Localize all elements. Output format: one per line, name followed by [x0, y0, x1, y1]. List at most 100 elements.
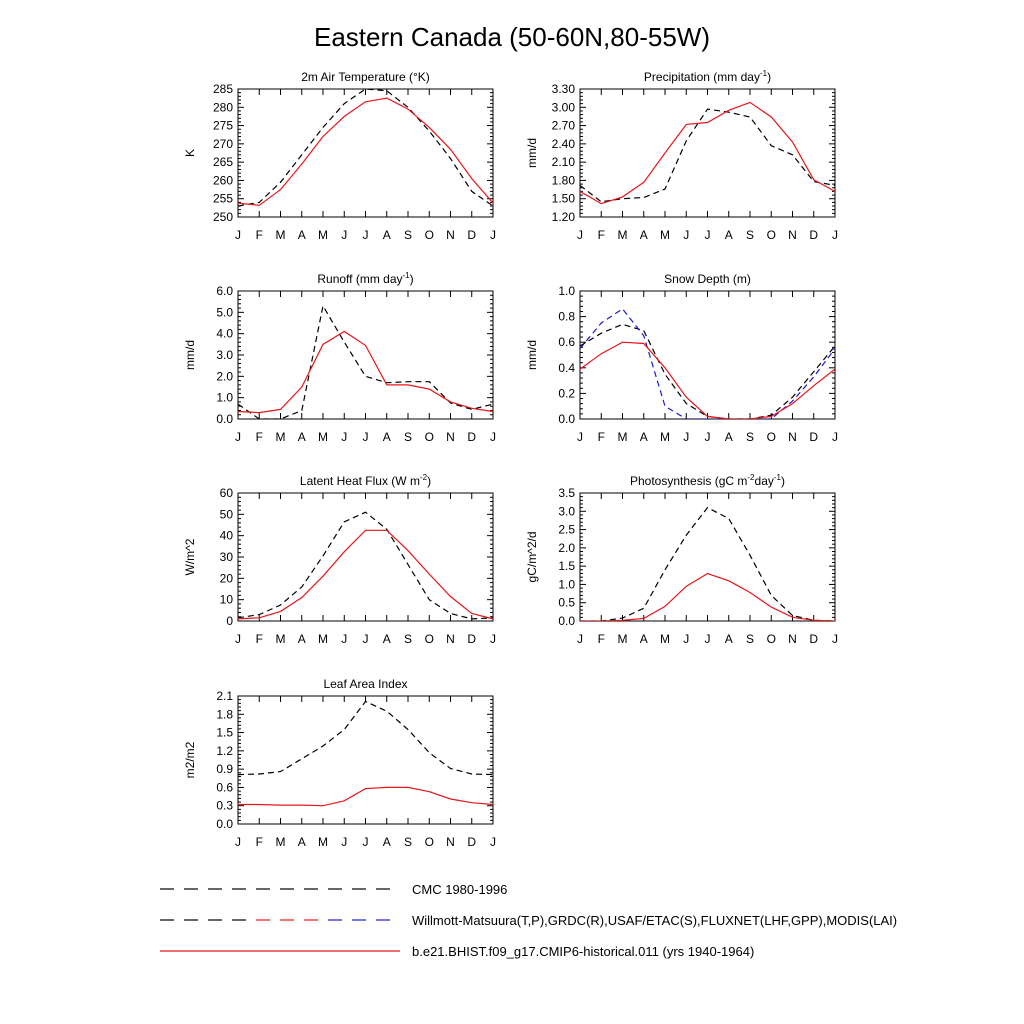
- series-line-2: [580, 572, 835, 621]
- panels: 2m Air Temperature (°K) 250 255 260 265 270 27…: [183, 69, 838, 849]
- y-tick-label: 0.6: [216, 780, 233, 794]
- legend-label: Willmott-Matsuura(T,P),GRDC(R),USAF/ETAC…: [412, 913, 897, 928]
- legend-item-1: CMC 1980-1996: [160, 882, 507, 897]
- x-tick-label: J: [341, 835, 347, 849]
- x-tick-label: J: [490, 228, 496, 242]
- x-tick-label: A: [383, 430, 391, 444]
- panel-title: Runoff (mm day-1​): [317, 271, 413, 286]
- series-line-2: [238, 786, 493, 807]
- y-tick-label: 2.40: [552, 137, 576, 151]
- x-tick-label: N: [446, 430, 455, 444]
- x-tick-label: S: [746, 430, 754, 444]
- x-tick-label: N: [446, 228, 455, 242]
- y-tick-label: 1.8: [216, 707, 233, 721]
- x-tick-label: D: [809, 228, 818, 242]
- panel-title: Latent Heat Flux (W m-2​): [300, 473, 431, 488]
- y-tick-label: 250: [213, 210, 233, 224]
- series-line-1: [238, 89, 493, 207]
- y-tick-label: 2.0: [216, 369, 233, 383]
- y-tick-label: 0.3: [216, 799, 233, 813]
- x-tick-label: S: [746, 632, 754, 646]
- y-tick-label: 40: [220, 529, 234, 543]
- panel-1: 2m Air Temperature (°K) 250 255 260 265 270 27…: [183, 70, 496, 242]
- x-tick-label: F: [598, 430, 605, 444]
- y-tick-label: 0.4: [558, 361, 575, 375]
- y-tick-label: 1.2: [216, 744, 233, 758]
- y-tick-label: 3.5: [558, 486, 575, 500]
- x-tick-label: A: [298, 430, 306, 444]
- y-tick-label: 30: [220, 550, 234, 564]
- x-tick-label: O: [425, 632, 434, 646]
- y-tick-label: 0.0: [558, 412, 575, 426]
- x-tick-label: F: [256, 632, 263, 646]
- x-tick-label: O: [767, 430, 776, 444]
- y-axis-label: m2/m2: [183, 741, 197, 778]
- x-tick-label: M: [318, 228, 328, 242]
- x-tick-label: A: [383, 835, 391, 849]
- x-tick-label: M: [276, 430, 286, 444]
- y-tick-label: 1.0: [216, 391, 233, 405]
- x-tick-label: S: [404, 835, 412, 849]
- series-line-1: [238, 700, 493, 776]
- panel-3: Runoff (mm day-1​) 0.0 1.0 2.0 3.0 4.0 5.0 6.0 J…: [183, 271, 496, 444]
- x-tick-label: S: [404, 228, 412, 242]
- x-tick-label: J: [341, 632, 347, 646]
- y-tick-label: 280: [213, 100, 233, 114]
- x-tick-label: A: [298, 228, 306, 242]
- legend-item-3: b.e21.BHIST.f09_g17.CMIP6-historical.011…: [160, 944, 754, 959]
- y-axis-label: mm/d: [525, 138, 539, 168]
- y-tick-label: 0: [226, 614, 233, 628]
- x-tick-label: O: [425, 430, 434, 444]
- y-tick-label: 2.70: [552, 119, 576, 133]
- x-tick-label: S: [404, 430, 412, 444]
- plot-frame: [579, 492, 836, 622]
- series-line-2: [238, 97, 493, 206]
- series-line-1: [238, 511, 493, 620]
- x-tick-label: J: [705, 430, 711, 444]
- x-tick-label: N: [446, 632, 455, 646]
- x-tick-label: F: [256, 835, 263, 849]
- y-tick-label: 1.0: [558, 577, 575, 591]
- x-tick-label: J: [341, 430, 347, 444]
- y-tick-label: 270: [213, 137, 233, 151]
- y-axis-label: mm/d: [525, 340, 539, 370]
- x-tick-label: O: [425, 835, 434, 849]
- y-tick-label: 0.0: [558, 614, 575, 628]
- x-tick-label: M: [276, 835, 286, 849]
- x-tick-label: J: [490, 835, 496, 849]
- series-line-1: [238, 304, 493, 419]
- x-tick-label: J: [832, 632, 838, 646]
- panel-title: Precipitation (mm day-1​): [644, 69, 771, 84]
- panel-5: Latent Heat Flux (W m-2​) 0 10 20 30 40 50 60 J F…: [183, 473, 496, 646]
- x-tick-label: J: [577, 228, 583, 242]
- x-tick-label: J: [363, 228, 369, 242]
- series-line-2: [580, 308, 835, 419]
- y-tick-label: 1.0: [558, 284, 575, 298]
- x-tick-label: M: [618, 632, 628, 646]
- x-tick-label: M: [618, 430, 628, 444]
- x-tick-label: S: [746, 228, 754, 242]
- y-tick-label: 2.1: [216, 689, 233, 703]
- y-tick-label: 285: [213, 82, 233, 96]
- x-tick-label: D: [467, 228, 476, 242]
- series-line-1: [580, 506, 835, 621]
- y-axis-label: W/m^2: [183, 538, 197, 575]
- y-tick-label: 10: [220, 593, 234, 607]
- x-tick-label: M: [318, 632, 328, 646]
- y-axis-label: K: [183, 149, 197, 157]
- y-tick-label: 0.5: [558, 596, 575, 610]
- legend-item-2: Willmott-Matsuura(T,P),GRDC(R),USAF/ETAC…: [160, 913, 897, 928]
- x-tick-label: A: [383, 632, 391, 646]
- y-tick-label: 3.0: [216, 348, 233, 362]
- x-tick-label: J: [683, 632, 689, 646]
- plot-frame: [237, 88, 494, 218]
- series-line-3: [580, 341, 835, 419]
- x-tick-label: N: [788, 430, 797, 444]
- y-tick-label: 260: [213, 173, 233, 187]
- y-tick-label: 1.80: [552, 173, 576, 187]
- x-tick-label: J: [705, 228, 711, 242]
- x-tick-label: D: [467, 835, 476, 849]
- x-tick-label: J: [490, 632, 496, 646]
- legend-label: CMC 1980-1996: [412, 882, 507, 897]
